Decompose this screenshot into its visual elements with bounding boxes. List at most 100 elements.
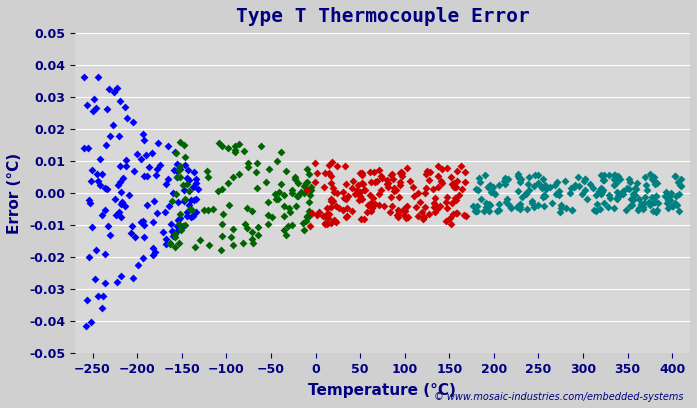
Point xyxy=(505,205,516,212)
Point xyxy=(355,188,366,195)
Point xyxy=(262,211,273,218)
Point xyxy=(338,194,349,201)
Point xyxy=(323,170,335,176)
Point xyxy=(181,208,192,215)
Point xyxy=(534,181,545,187)
Point xyxy=(166,220,177,227)
Point xyxy=(325,220,337,226)
Point xyxy=(395,182,406,188)
Point xyxy=(643,199,654,205)
Point xyxy=(91,171,102,177)
Point xyxy=(595,172,606,178)
Point xyxy=(202,174,213,181)
Point xyxy=(329,217,340,223)
Point xyxy=(263,166,275,172)
Point xyxy=(579,176,590,182)
Point xyxy=(603,192,614,198)
Point xyxy=(572,174,583,181)
Point xyxy=(596,191,607,197)
Point xyxy=(94,182,105,188)
Point xyxy=(319,169,330,176)
Point xyxy=(271,157,282,164)
Point xyxy=(273,196,284,203)
Point xyxy=(84,197,95,204)
Point xyxy=(309,178,321,185)
Point xyxy=(104,86,115,92)
Point xyxy=(242,164,253,171)
Point xyxy=(515,176,526,183)
Point xyxy=(190,208,201,215)
Point xyxy=(385,172,397,178)
Point xyxy=(441,205,452,212)
Point xyxy=(457,186,468,192)
Point xyxy=(116,213,127,220)
Point xyxy=(151,171,162,178)
Point xyxy=(86,177,97,184)
Point xyxy=(114,98,125,104)
Point xyxy=(301,214,312,221)
Point xyxy=(369,179,381,185)
Point xyxy=(487,184,498,191)
Point xyxy=(378,203,390,209)
Point xyxy=(608,204,620,211)
Point xyxy=(151,210,162,217)
Point xyxy=(307,210,318,217)
Point xyxy=(665,190,676,197)
Point xyxy=(404,177,415,184)
Point xyxy=(325,173,337,180)
Point xyxy=(120,104,131,110)
Point xyxy=(521,190,532,197)
Point xyxy=(148,245,159,251)
Point xyxy=(384,208,395,215)
Point xyxy=(331,163,342,169)
Point xyxy=(175,211,186,217)
Point xyxy=(675,176,686,182)
Point xyxy=(192,186,204,192)
Point xyxy=(591,200,602,207)
Point xyxy=(498,178,510,184)
Point xyxy=(467,202,478,209)
Point xyxy=(311,170,322,176)
Point xyxy=(333,204,344,211)
Point xyxy=(141,152,152,158)
Point xyxy=(649,177,660,184)
Point xyxy=(596,189,607,196)
Point xyxy=(164,241,176,247)
Point xyxy=(328,188,339,195)
Point xyxy=(568,184,579,190)
Point xyxy=(627,202,638,208)
Point xyxy=(413,213,424,220)
Point xyxy=(171,174,183,181)
Point xyxy=(186,196,197,203)
Point xyxy=(121,115,132,122)
Point xyxy=(522,181,533,187)
Point xyxy=(177,182,188,188)
Point xyxy=(399,207,411,214)
Point xyxy=(92,293,103,299)
Point xyxy=(304,212,315,219)
Point xyxy=(263,199,274,206)
Point xyxy=(450,197,461,203)
Point xyxy=(143,164,154,170)
Point xyxy=(86,319,97,326)
Point xyxy=(174,166,185,172)
Point xyxy=(514,201,526,208)
Point xyxy=(637,206,648,213)
Point xyxy=(420,185,431,192)
Point xyxy=(242,224,253,231)
Point xyxy=(625,203,636,209)
Point xyxy=(512,203,523,209)
Point xyxy=(167,228,178,234)
Point xyxy=(631,185,642,192)
Point xyxy=(314,209,325,216)
Point xyxy=(485,189,496,195)
Point xyxy=(174,174,185,180)
Point xyxy=(100,251,111,257)
Point xyxy=(179,162,190,169)
Point xyxy=(252,231,263,238)
Point xyxy=(437,180,448,186)
Point xyxy=(328,184,339,191)
Point xyxy=(513,175,524,181)
Point xyxy=(152,165,163,172)
Point xyxy=(96,171,107,177)
